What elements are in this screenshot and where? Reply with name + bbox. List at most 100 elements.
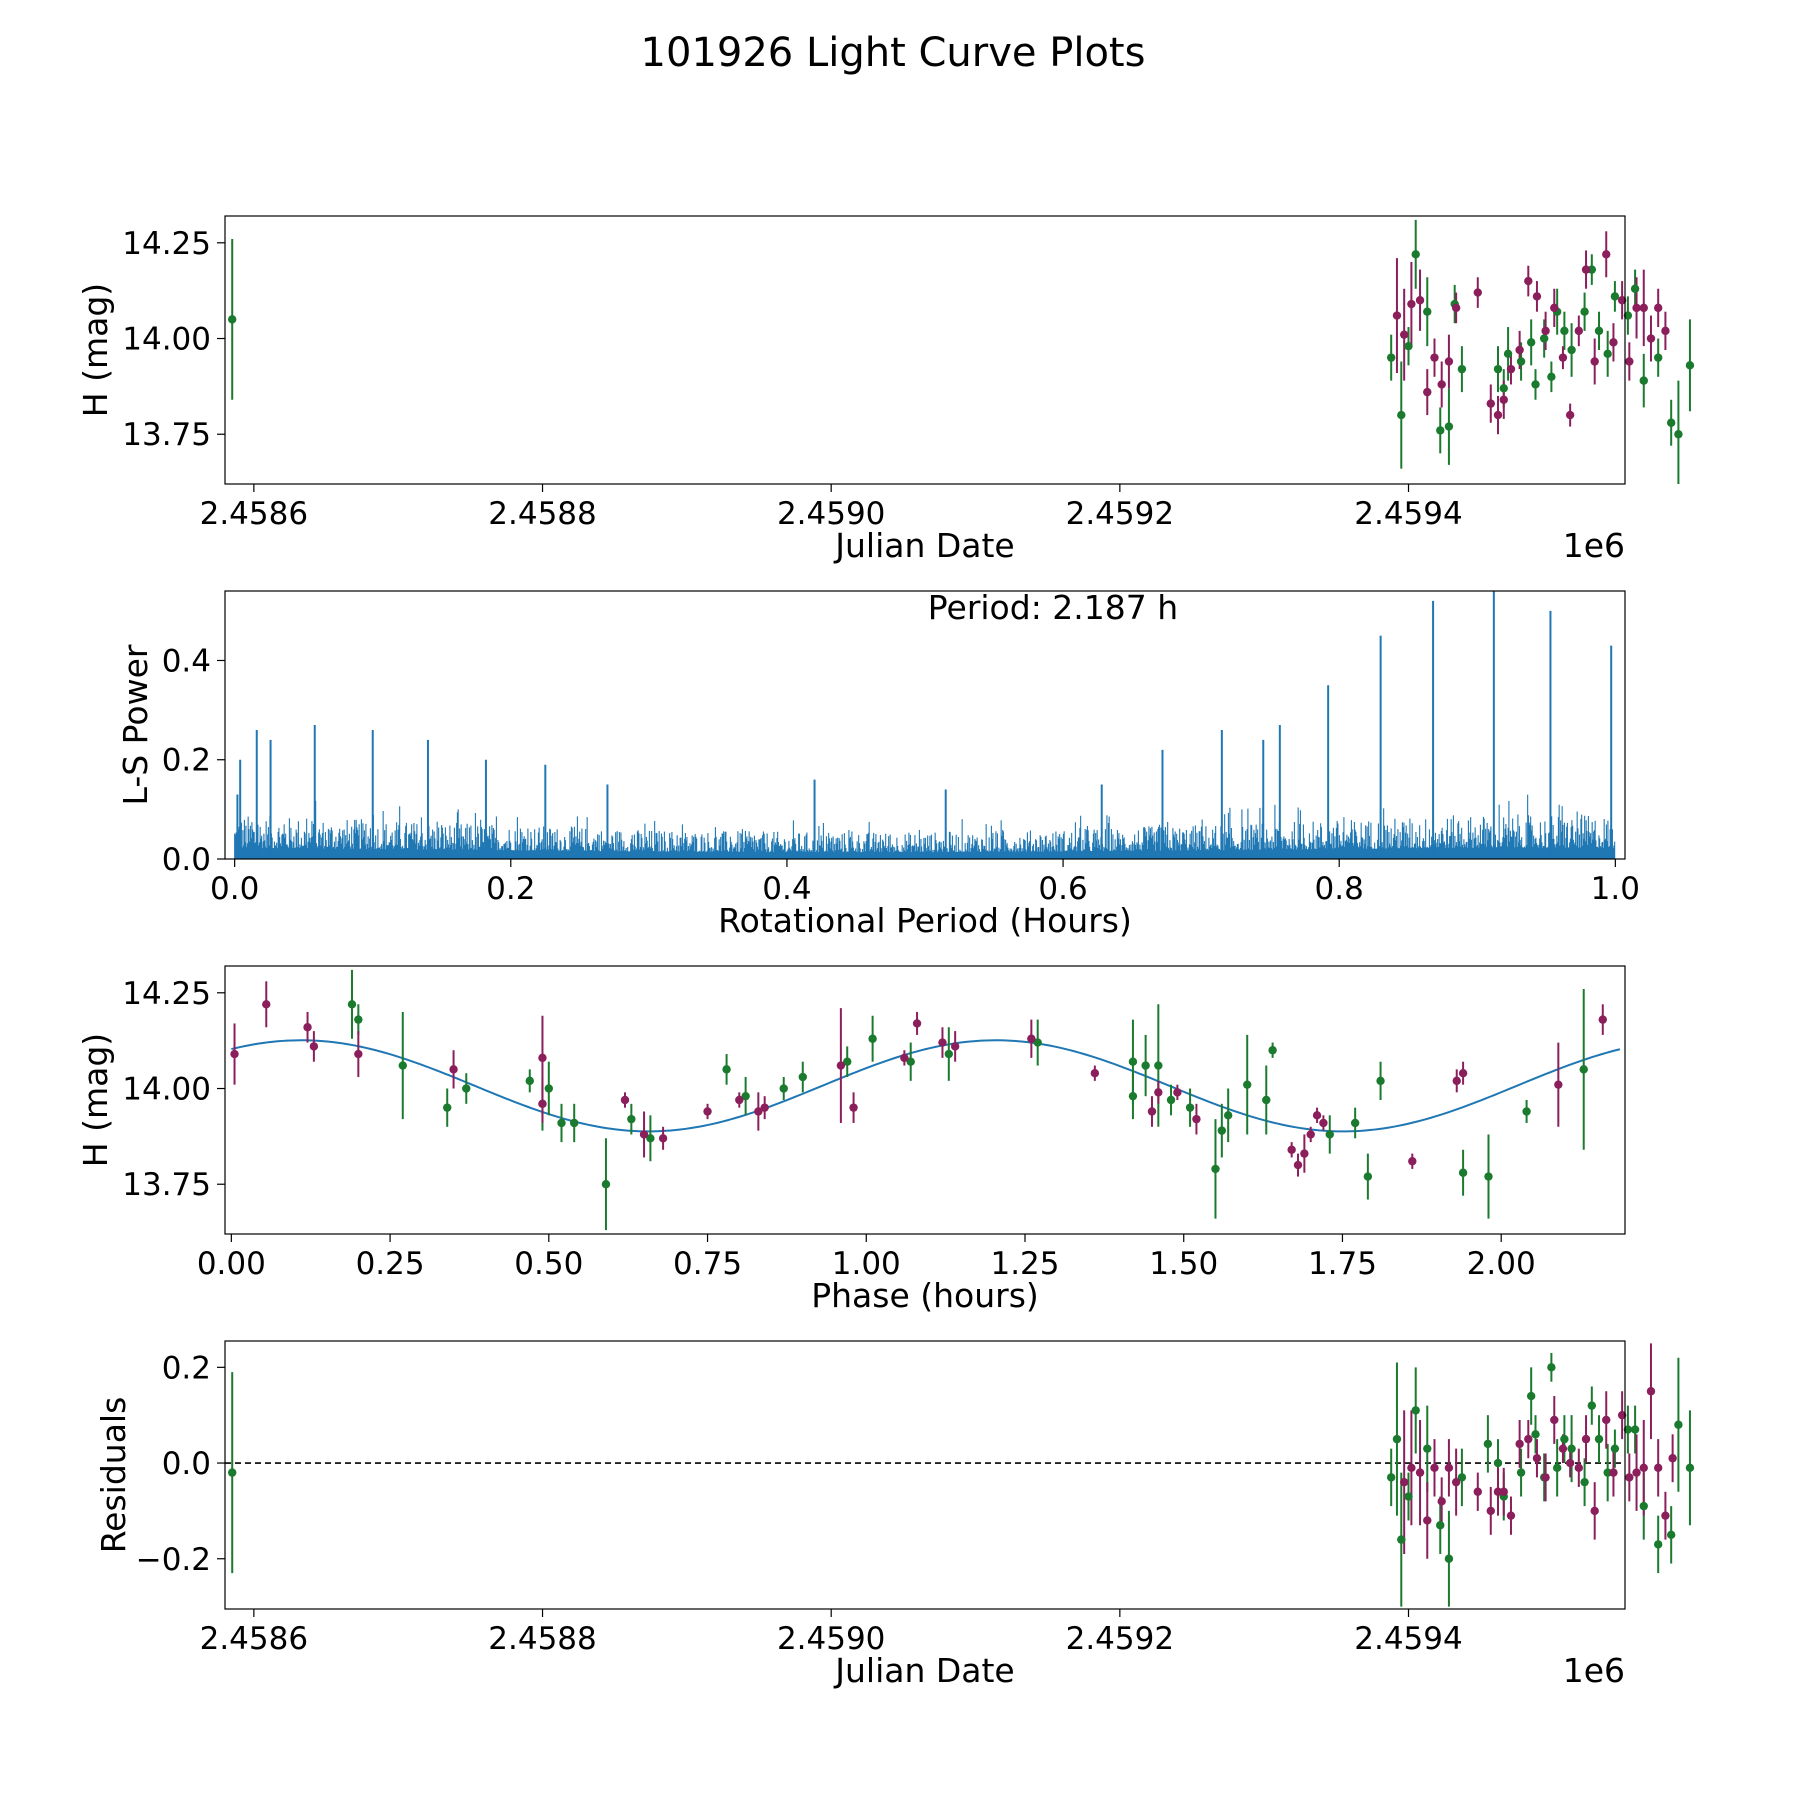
residuals-data-point — [1674, 1420, 1683, 1429]
periodogram-x-tick-label: 0.0 — [210, 871, 259, 907]
raw-data-point — [228, 315, 237, 324]
phased-data-point — [703, 1107, 712, 1116]
residuals-data-point — [1590, 1506, 1599, 1516]
residuals-data-point — [1407, 1463, 1416, 1473]
phased-y-tick-label: 14.00 — [122, 1072, 211, 1108]
phased-data-point — [347, 1000, 357, 1009]
periodogram-x-tick-label: 0.4 — [762, 871, 811, 907]
phased-data-point — [262, 1000, 271, 1009]
phased-data-point — [950, 1042, 960, 1051]
phased-data-point — [1312, 1111, 1322, 1120]
residuals-data-point — [1623, 1425, 1633, 1434]
raw-y-tick-label: 14.25 — [122, 226, 211, 262]
phased-data-point — [1262, 1095, 1271, 1105]
periodogram-panel: 0.0 0.2 0.4 0.6 0.8 1.0 0.0 0.2 0.4 Period: 2.1… — [116, 588, 1640, 940]
phased-data-point — [443, 1103, 452, 1112]
raw-data-point — [1516, 357, 1526, 366]
periodogram-x-axis-label: Rotational Period (Hours) — [718, 901, 1132, 940]
phased-data-point — [1554, 1080, 1563, 1089]
residuals-data-point — [1630, 1425, 1640, 1434]
raw-data-point — [1630, 284, 1640, 293]
phased-data-point — [868, 1034, 877, 1043]
residuals-y-tick-label: 0.0 — [162, 1446, 211, 1482]
raw-data-point — [1423, 387, 1432, 397]
phased-data-point — [230, 1049, 239, 1059]
raw-data-point — [1685, 361, 1695, 370]
residuals-data-point — [1617, 1410, 1627, 1420]
phased-data-point — [398, 1061, 407, 1070]
raw-data-point — [1594, 326, 1604, 336]
phased-data-point — [741, 1091, 750, 1101]
phased-data-point — [1325, 1130, 1334, 1139]
raw-data-point — [1506, 364, 1516, 374]
phased-data-point — [1484, 1172, 1493, 1181]
phased-data-point — [1027, 1034, 1036, 1043]
raw-data-point — [1565, 410, 1575, 420]
raw-x-tick-label: 2.4588 — [488, 496, 596, 532]
phased-data-point — [1090, 1069, 1100, 1078]
figure-title: 101926 Light Curve Plots — [641, 30, 1146, 76]
raw-data-point — [1567, 345, 1576, 355]
raw-data-point — [1550, 303, 1559, 313]
raw-data-point — [1423, 307, 1432, 316]
phased-light-curve-panel: 0.00 0.25 0.50 0.75 1.00 1.25 1.50 1.75 2.00 13.… — [76, 965, 1626, 1315]
raw-light-curve-panel: 2.4586 2.4588 2.4590 2.4592 2.4594 13.75 14.0… — [76, 215, 1695, 565]
residuals-data-point — [1493, 1458, 1503, 1468]
phased-x-tick-label: 1.25 — [990, 1246, 1059, 1282]
raw-data-point — [1653, 353, 1663, 362]
phased-x-tick-label: 1.00 — [832, 1246, 901, 1282]
residuals-data-point — [1430, 1463, 1439, 1473]
phased-data-point — [1033, 1038, 1042, 1047]
periodogram-y-tick-label: 0.2 — [162, 743, 211, 779]
raw-data-point — [1639, 376, 1648, 385]
raw-data-point — [1558, 353, 1568, 362]
phased-data-point — [1293, 1160, 1303, 1170]
residuals-data-point — [1550, 1415, 1559, 1425]
phased-data-point — [1173, 1088, 1182, 1097]
residuals-data-point — [1531, 1430, 1540, 1439]
residuals-x-tick-label: 2.4592 — [1066, 1621, 1174, 1657]
periodogram-power-trace — [234, 794, 1616, 859]
phased-y-tick-label: 13.75 — [122, 1167, 211, 1203]
phased-x-tick-label: 0.50 — [514, 1246, 583, 1282]
residuals-data-point — [1532, 1454, 1542, 1463]
phased-data-point — [601, 1180, 611, 1189]
raw-x-tick-label: 2.4594 — [1354, 496, 1462, 532]
phased-x-tick-label: 1.50 — [1149, 1246, 1218, 1282]
raw-data-point — [1526, 338, 1536, 347]
phased-data-point — [900, 1053, 909, 1063]
residuals-data-point — [1653, 1540, 1663, 1549]
residuals-data-point — [1609, 1468, 1618, 1477]
phased-data-point — [1211, 1164, 1220, 1174]
phased-data-point — [944, 1049, 954, 1059]
residuals-data-point — [1444, 1554, 1454, 1563]
raw-data-point — [1666, 418, 1676, 427]
raw-data-point — [1580, 307, 1589, 316]
raw-data-point — [1560, 326, 1569, 336]
phased-x-tick-label: 0.75 — [673, 1246, 742, 1282]
residuals-data-point — [1547, 1363, 1556, 1372]
residuals-data-point — [1639, 1463, 1648, 1473]
raw-y-axis-label: H (mag) — [76, 283, 115, 417]
raw-data-point — [1436, 426, 1445, 435]
residuals-data-point — [1560, 1434, 1569, 1444]
raw-data-point — [1602, 250, 1611, 259]
residuals-data-point — [1423, 1444, 1432, 1453]
residuals-data-point — [1524, 1434, 1533, 1444]
phased-data-point — [639, 1130, 649, 1139]
residuals-data-point — [1685, 1463, 1695, 1473]
phased-y-axis-label: H (mag) — [76, 1033, 115, 1167]
phased-fit-curve — [231, 1039, 1621, 1133]
phased-data-point — [1452, 1076, 1461, 1086]
residuals-data-point — [1574, 1463, 1584, 1473]
residuals-data-point — [1392, 1434, 1402, 1444]
phased-x-axis-label: Phase (hours) — [811, 1276, 1039, 1315]
phased-data-point — [779, 1084, 788, 1093]
residuals-data-point — [1581, 1434, 1591, 1444]
residuals-data-point — [1668, 1454, 1677, 1463]
raw-data-point — [1493, 364, 1503, 374]
phased-data-point — [1363, 1172, 1373, 1181]
phased-data-point — [1458, 1168, 1468, 1177]
phased-data-point — [1128, 1057, 1138, 1066]
